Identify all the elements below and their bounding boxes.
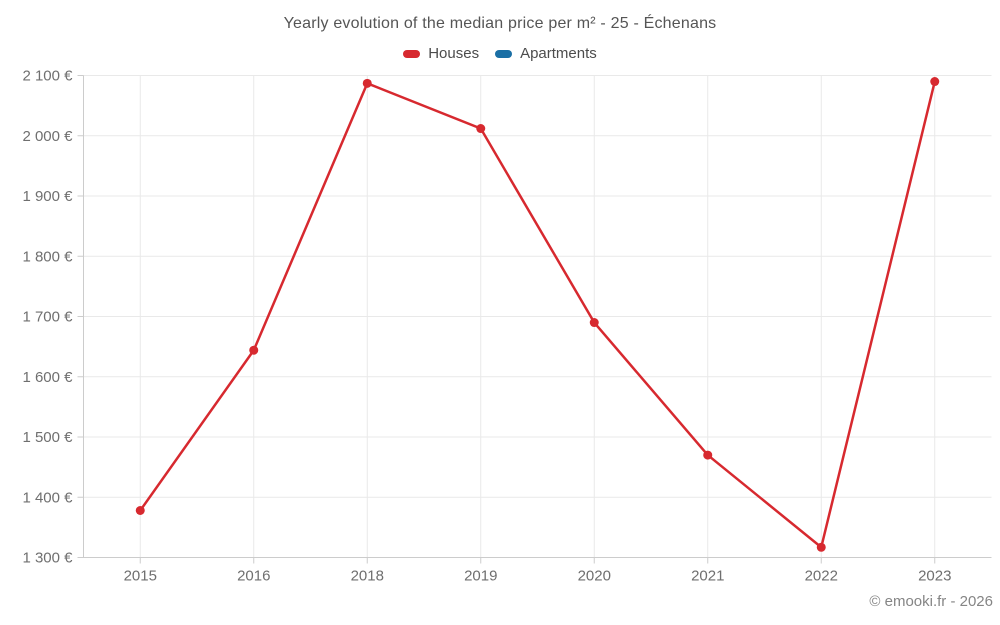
y-axis-label: 1 800 € (22, 248, 73, 265)
chart-legend: Houses Apartments (0, 45, 1000, 62)
x-axis-label: 2022 (805, 568, 838, 585)
legend-label: Apartments (520, 45, 597, 62)
data-point-houses-2018[interactable] (362, 78, 372, 88)
copyright-text: © emooki.fr - 2026 (869, 593, 993, 610)
x-axis-label: 2016 (237, 568, 270, 585)
y-axis-label: 1 500 € (22, 429, 73, 446)
x-axis-label: 2023 (918, 568, 951, 585)
legend-label: Houses (428, 45, 480, 62)
y-axis-label: 1 600 € (22, 369, 73, 386)
legend-swatch-icon (403, 49, 421, 58)
series-line-houses (139, 80, 936, 549)
chart-title: Yearly evolution of the median price per… (283, 15, 717, 32)
x-axis-label: 2019 (464, 568, 497, 585)
x-axis-label: 2018 (351, 568, 384, 585)
x-axis-label: 2021 (691, 568, 724, 585)
legend-item-houses[interactable]: Houses (403, 45, 479, 62)
legend-item-apartments[interactable]: Apartments (495, 45, 597, 62)
data-point-houses-2021[interactable] (703, 450, 713, 460)
y-axis-label: 1 400 € (22, 489, 73, 506)
legend-swatch-icon (495, 49, 513, 58)
data-point-houses-2016[interactable] (249, 345, 259, 355)
data-point-houses-2015[interactable] (135, 506, 145, 516)
data-point-houses-2019[interactable] (476, 124, 486, 134)
data-point-houses-2020[interactable] (589, 318, 599, 328)
x-axis-label: 2015 (124, 568, 157, 585)
y-axis-label: 2 000 € (22, 128, 73, 145)
x-axis-label: 2020 (578, 568, 611, 585)
y-axis-label: 2 100 € (22, 68, 73, 85)
y-axis-label: 1 300 € (22, 550, 73, 567)
y-axis-label: 1 700 € (22, 309, 73, 326)
y-axis-label: 1 900 € (22, 188, 73, 205)
data-point-houses-2023[interactable] (930, 77, 940, 87)
data-point-houses-2022[interactable] (816, 542, 826, 552)
